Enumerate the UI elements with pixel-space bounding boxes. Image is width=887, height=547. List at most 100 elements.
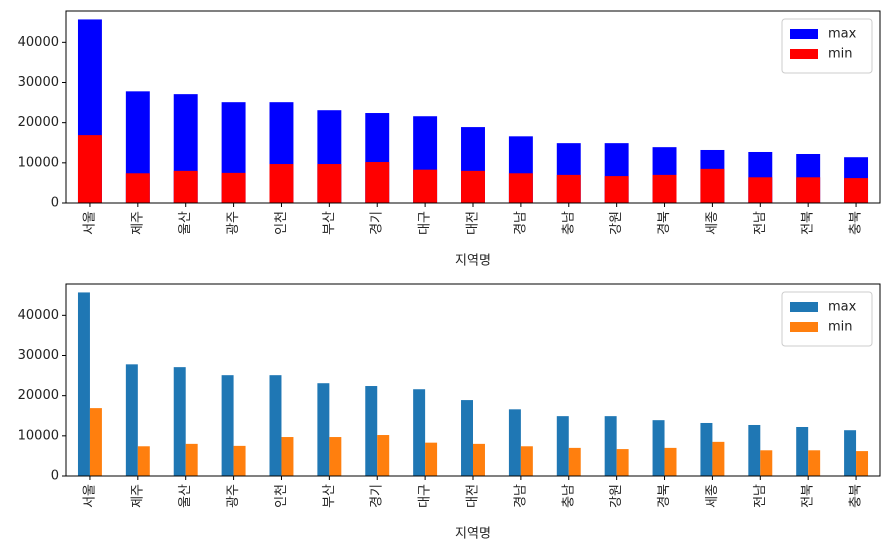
x-tick-label: 전북	[801, 211, 816, 235]
y-tick-label: 10000	[18, 155, 59, 170]
x-tick-label: 인천	[274, 484, 289, 508]
x-tick-label: 경북	[657, 484, 672, 508]
x-tick-label: 광주	[226, 484, 241, 508]
x-tick-label: 대구	[418, 484, 433, 508]
bar	[604, 416, 617, 476]
bar	[233, 445, 246, 476]
x-tick-label: 울산	[178, 211, 193, 235]
x-tick-label: 대전	[466, 211, 481, 235]
bar	[700, 422, 713, 476]
bar	[473, 443, 485, 476]
plot-frame	[65, 10, 881, 204]
x-tick-label: 부산	[322, 211, 337, 235]
x-tick-label: 제주	[130, 211, 145, 235]
bar	[748, 177, 773, 203]
bar	[520, 446, 533, 476]
x-axis-label: 지역명	[455, 527, 491, 542]
x-tick-label: 인천	[274, 211, 289, 235]
bar	[221, 172, 246, 203]
x-tick-label: 경남	[513, 484, 528, 508]
bar	[808, 450, 821, 476]
bar	[856, 451, 869, 476]
y-tick-label: 20000	[18, 388, 59, 403]
bar	[125, 173, 150, 203]
x-tick-label: 세종	[705, 484, 720, 508]
bar	[616, 449, 629, 476]
bar	[748, 424, 761, 476]
plot-frame	[65, 283, 881, 477]
bar	[461, 400, 473, 476]
x-tick-label: 세종	[705, 211, 720, 235]
x-tick-label: 전남	[753, 484, 768, 508]
bar	[556, 416, 569, 476]
x-tick-label: 강원	[609, 484, 624, 508]
bar	[281, 437, 294, 476]
legend-swatch	[790, 302, 818, 312]
legend-swatch	[790, 49, 818, 59]
bar	[269, 164, 294, 203]
bar	[508, 173, 533, 203]
x-tick-label: 광주	[226, 211, 241, 235]
bar	[89, 408, 102, 476]
legend-label: min	[828, 47, 853, 62]
bar	[796, 426, 809, 476]
bar	[413, 389, 426, 476]
bar	[508, 409, 521, 476]
bar	[796, 177, 821, 203]
legend-label: max	[828, 300, 857, 315]
y-tick-label: 40000	[18, 35, 59, 50]
x-tick-label: 대전	[466, 484, 481, 508]
bar	[269, 375, 282, 476]
legend-label: max	[828, 27, 857, 42]
bar	[125, 364, 138, 476]
x-tick-label: 대구	[418, 211, 433, 235]
x-tick-label: 경북	[657, 211, 672, 235]
bar	[221, 375, 234, 476]
bar	[365, 386, 378, 476]
legend-label: min	[828, 320, 853, 335]
x-tick-label: 울산	[178, 484, 193, 508]
bar	[185, 443, 198, 476]
x-tick-label: 강원	[609, 211, 624, 235]
x-tick-label: 경남	[513, 211, 528, 235]
bar	[568, 447, 581, 476]
bar	[652, 420, 665, 476]
x-tick-label: 충북	[849, 211, 864, 235]
legend-swatch	[790, 322, 818, 332]
legend-box	[781, 18, 873, 74]
legend-swatch	[790, 29, 818, 39]
y-tick-label: 40000	[18, 308, 59, 323]
bar	[77, 135, 102, 203]
bar	[317, 164, 342, 203]
bar	[844, 430, 857, 476]
bar	[137, 446, 150, 476]
bar	[329, 437, 342, 476]
x-tick-label: 경기	[370, 211, 385, 235]
legend-box	[781, 291, 873, 347]
y-tick-label: 30000	[18, 348, 59, 363]
x-tick-label: 전북	[801, 484, 816, 508]
bar	[317, 383, 330, 476]
x-axis-label: 지역명	[455, 254, 491, 269]
x-tick-label: 부산	[322, 484, 337, 508]
x-tick-label: 서울	[82, 211, 97, 235]
bar	[461, 170, 485, 203]
bar	[652, 174, 677, 203]
x-tick-label: 경기	[370, 484, 385, 508]
bar	[844, 178, 869, 203]
bar	[556, 174, 581, 203]
bar	[425, 442, 438, 476]
y-tick-label: 10000	[18, 428, 59, 443]
bar	[712, 441, 725, 476]
bar	[77, 292, 90, 476]
bar	[413, 169, 438, 203]
x-tick-label: 전남	[753, 211, 768, 235]
bar	[173, 367, 186, 476]
y-tick-label: 0	[51, 469, 59, 484]
bar	[365, 162, 390, 203]
bar	[604, 176, 629, 203]
bar	[377, 435, 390, 476]
bar	[700, 168, 725, 203]
y-tick-label: 20000	[18, 115, 59, 130]
